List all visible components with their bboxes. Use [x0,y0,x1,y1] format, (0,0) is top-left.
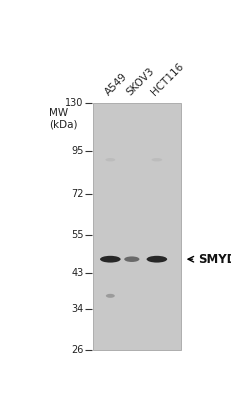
Ellipse shape [100,256,121,262]
Text: SMYD3: SMYD3 [198,253,231,266]
Text: 34: 34 [71,304,83,314]
Ellipse shape [124,256,140,262]
Text: 26: 26 [71,345,83,355]
Ellipse shape [105,158,115,162]
Ellipse shape [152,158,162,162]
Bar [93,104,181,350]
Ellipse shape [147,256,167,262]
Text: A549: A549 [103,71,129,97]
Text: 43: 43 [71,268,83,278]
Ellipse shape [106,294,115,298]
Text: MW
(kDa): MW (kDa) [49,108,78,130]
Text: SKOV3: SKOV3 [125,66,156,97]
Text: 72: 72 [71,189,83,199]
Text: 55: 55 [71,230,83,240]
Text: 130: 130 [65,98,83,108]
Text: 95: 95 [71,146,83,156]
Text: HCT116: HCT116 [150,61,186,97]
